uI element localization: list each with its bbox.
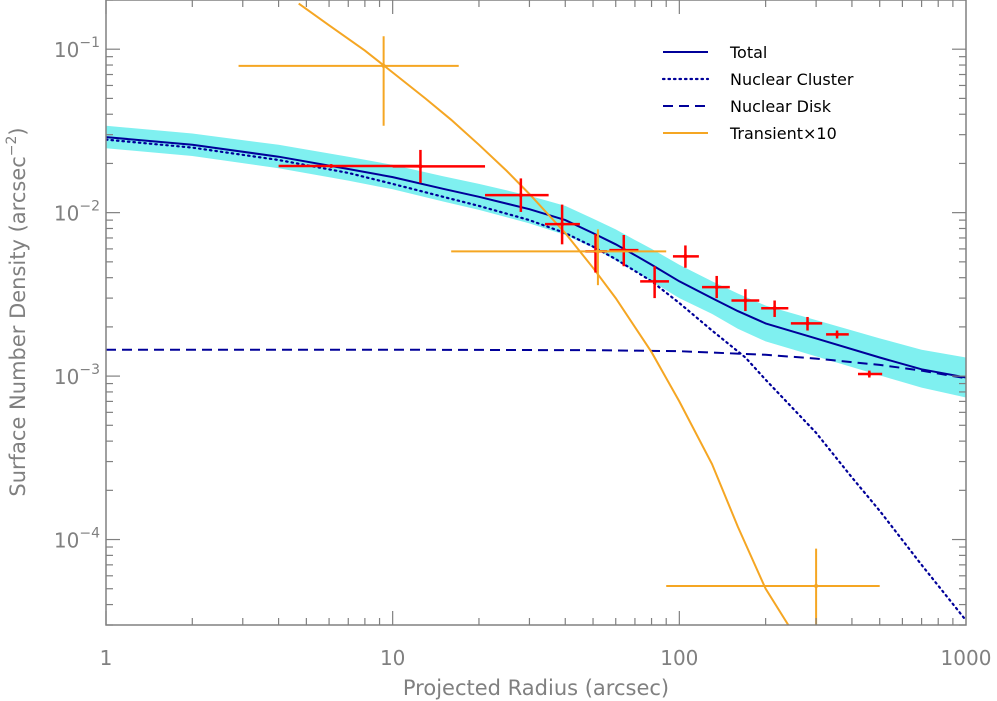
axis-ticks: [105, 0, 966, 626]
data-point-marker: [772, 306, 777, 311]
y-tick-label: 10−4: [54, 526, 100, 553]
y-tick-label-exponent: −1: [79, 35, 100, 51]
x-tick-label: 10: [380, 646, 405, 670]
data-point: [702, 275, 730, 299]
data-point: [545, 204, 580, 245]
y-tick-label: 10−2: [54, 199, 100, 226]
transient-point-marker: [381, 63, 386, 68]
data-point-marker: [418, 164, 423, 169]
transient-point-marker: [814, 583, 819, 588]
legend-label: Transient×10: [729, 124, 837, 143]
data-point: [790, 316, 823, 331]
y-axis-label-main: Surface Number Density (arcsec: [6, 156, 30, 496]
nuclear-disk-curve: [106, 348, 966, 380]
data-point-marker: [329, 163, 334, 168]
legend: Total Nuclear Cluster Nuclear Disk Transien…: [661, 43, 854, 143]
legend-label: Nuclear Cluster: [730, 70, 854, 89]
legend-nuclear-cluster: Nuclear Cluster: [661, 70, 854, 89]
data-point: [485, 178, 549, 212]
x-tick-label: 100: [660, 646, 698, 670]
plot-area: [106, 2, 966, 625]
data-point-marker: [743, 298, 748, 303]
data-point: [672, 245, 699, 268]
plot-frame: [105, 0, 967, 626]
legend-total: Total: [663, 43, 767, 62]
data-point-marker: [835, 332, 840, 337]
transient-point: [666, 548, 880, 625]
y-tick-label: 10−3: [54, 362, 100, 389]
y-tick-label-exponent: −4: [79, 526, 100, 542]
y-axis-label: Surface Number Density (arcsec−2): [4, 127, 30, 496]
data-point: [857, 370, 883, 378]
legend-transient: Transient×10: [663, 124, 837, 143]
total-curve: [106, 136, 966, 379]
legend-label: Total: [729, 43, 767, 62]
legend-nuclear-disk: Nuclear Disk: [663, 97, 832, 116]
data-point: [731, 289, 760, 312]
data-point: [640, 266, 669, 299]
y-tick-label-base: 10: [54, 529, 79, 553]
y-tick-label-exponent: −2: [79, 199, 100, 215]
y-tick-label: 10−1: [54, 35, 100, 62]
data-point-marker: [683, 254, 688, 259]
data-point-marker: [560, 222, 565, 227]
transient-point-marker: [595, 249, 600, 254]
y-tick-label-base: 10: [54, 38, 79, 62]
legend-label: Nuclear Disk: [730, 97, 832, 116]
x-tick-label: 1000: [941, 646, 992, 670]
transient-point: [238, 36, 459, 126]
y-tick-label-base: 10: [54, 202, 79, 226]
data-point-marker: [714, 285, 719, 290]
transient-points: [238, 36, 880, 625]
confidence-band: [106, 125, 966, 398]
data-point-marker: [652, 279, 657, 284]
x-tick-label: 1: [100, 646, 113, 670]
data-point-marker: [867, 371, 872, 376]
transient-curve: [298, 2, 790, 625]
data-point-marker: [805, 321, 810, 326]
data-point: [761, 300, 789, 317]
y-tick-label-exponent: −3: [79, 362, 100, 378]
data-points: [278, 149, 883, 378]
transient-point: [451, 229, 667, 286]
data-point-marker: [518, 193, 523, 198]
model-curves: [106, 2, 966, 625]
x-axis-label: Projected Radius (arcsec): [403, 676, 669, 700]
nuclear-cluster-curve: [106, 138, 966, 622]
y-tick-label-base: 10: [54, 365, 79, 389]
data-point: [392, 149, 486, 183]
data-point: [826, 330, 849, 339]
y-axis-label-superscript: −2: [4, 136, 20, 157]
y-axis-label-close: ): [6, 127, 30, 135]
